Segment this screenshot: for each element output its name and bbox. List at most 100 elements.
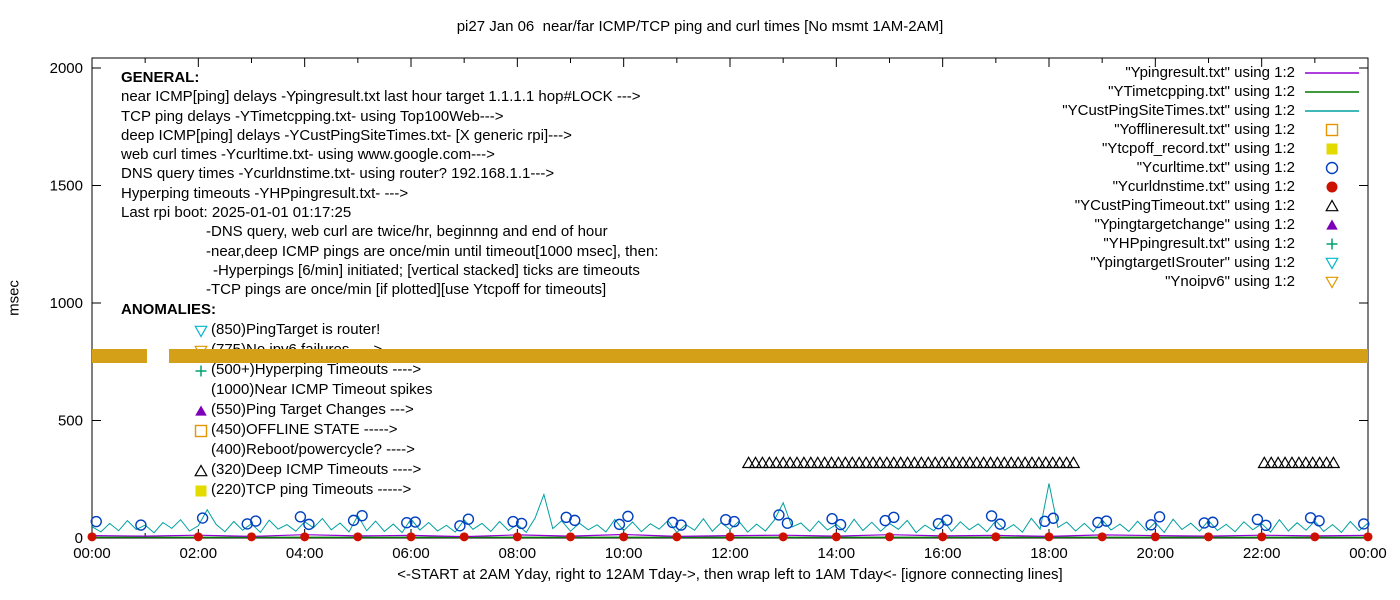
legend-label: "Ynoipv6" using 1:2 — [1165, 273, 1295, 290]
x-tick-label: 00:00 — [73, 545, 111, 562]
legend-line-sample — [1305, 71, 1359, 74]
legend-entry: "Ycurldnstime.txt" using 1:2 — [1062, 177, 1363, 196]
anomaly-row: (850)PingTarget is router! — [193, 320, 432, 340]
series-Ycurldnstime-txt — [87, 532, 1373, 542]
legend-triangle-up-filled-icon — [1326, 219, 1338, 230]
legend-label: "Ytcpoff_record.txt" using 1:2 — [1102, 140, 1295, 157]
legend-line-sample — [1305, 109, 1359, 112]
legend-entry: "Ynoipv6" using 1:2 — [1062, 272, 1363, 291]
general-note-line: Hyperping timeouts -YHPpingresult.txt- -… — [121, 184, 409, 202]
anomaly-triangle-up-open-icon — [194, 464, 208, 477]
general-note-line: -TCP pings are once/min [if plotted][use… — [206, 281, 607, 299]
anomaly-row: (400)Reboot/powercycle? ----> — [193, 440, 432, 460]
anomaly-row: (500+)Hyperping Timeouts ----> — [193, 360, 432, 380]
legend-triangle-down-open-icon — [1325, 276, 1339, 289]
x-tick-label: 02:00 — [180, 545, 218, 562]
general-note-line: -DNS query, web curl are twice/hr, begin… — [206, 223, 608, 241]
legend-entry: "Ycurltime.txt" using 1:2 — [1062, 158, 1363, 177]
legend-label: "Yofflineresult.txt" using 1:2 — [1114, 121, 1295, 138]
general-note-line: DNS query times -Ycurldnstime.txt- using… — [121, 165, 555, 183]
anomaly-text: (450)OFFLINE STATE -----> — [211, 421, 398, 438]
anomaly-text: (550)Ping Target Changes ---> — [211, 401, 414, 418]
anomaly-row: (550)Ping Target Changes ---> — [193, 400, 432, 420]
legend-line-sample — [1305, 90, 1359, 93]
noipv6-band-segment — [169, 348, 1368, 363]
series-YCustPingTimeout-txt — [741, 456, 1341, 469]
legend-label: "YCustPingSiteTimes.txt" using 1:2 — [1062, 102, 1295, 119]
anomaly-marker-spacer — [193, 442, 209, 458]
anomaly-row: (220)TCP ping Timeouts -----> — [193, 480, 432, 500]
y-tick-label: 2000 — [50, 60, 83, 77]
legend-label: "Ypingresult.txt" using 1:2 — [1125, 64, 1295, 81]
anomaly-text: (320)Deep ICMP Timeouts ----> — [211, 461, 422, 478]
anomaly-text: (500+)Hyperping Timeouts ----> — [211, 361, 422, 378]
general-note-line: near ICMP[ping] delays -Ypingresult.txt … — [121, 88, 641, 106]
anomaly-triangle-up-filled-icon — [195, 405, 207, 416]
anomalies-header: ANOMALIES: — [121, 301, 216, 318]
legend-entry: "Yofflineresult.txt" using 1:2 — [1062, 120, 1363, 139]
x-tick-label: 20:00 — [1137, 545, 1175, 562]
legend-plus-icon — [1326, 238, 1338, 249]
legend-square-filled-icon — [1326, 143, 1338, 154]
legend-entry: "YTimetcpping.txt" using 1:2 — [1062, 82, 1363, 101]
x-tick-label: 22:00 — [1243, 545, 1281, 562]
legend-entry: "Ytcpoff_record.txt" using 1:2 — [1062, 139, 1363, 158]
legend-label: "YCustPingTimeout.txt" using 1:2 — [1074, 197, 1295, 214]
x-tick-label: 04:00 — [286, 545, 324, 562]
y-tick-label: 500 — [58, 413, 83, 430]
legend-label: "YHPpingresult.txt" using 1:2 — [1103, 235, 1295, 252]
noipv6-band-segment — [92, 348, 147, 363]
anomaly-row: (320)Deep ICMP Timeouts ----> — [193, 460, 432, 480]
general-note-line: TCP ping delays -YTimetcpping.txt- using… — [121, 107, 504, 125]
anomaly-row: (1000)Near ICMP Timeout spikes — [193, 380, 432, 400]
legend-label: "Ypingtargetchange" using 1:2 — [1094, 216, 1295, 233]
general-note-line: -Hyperpings [6/min] initiated; [vertical… — [213, 261, 640, 279]
legend-triangle-up-open-icon — [1325, 198, 1339, 211]
legend-triangle-down-open-icon — [1325, 257, 1339, 270]
general-note-line: web curl times -Ycurltime.txt- using www… — [121, 146, 495, 164]
y-tick-label: 1000 — [50, 295, 83, 312]
legend-circle-open-icon — [1325, 161, 1339, 174]
anomaly-text: (1000)Near ICMP Timeout spikes — [211, 381, 433, 398]
x-axis-caption: <-START at 2AM Yday, right to 12AM Tday-… — [397, 566, 1063, 583]
anomalies-notes: ANOMALIES: (850)PingTarget is router!(77… — [121, 300, 432, 500]
general-note-line: Last rpi boot: 2025-01-01 01:17:25 — [121, 204, 352, 222]
series-Ycurltime-txt — [90, 509, 1370, 532]
legend-label: "Ycurltime.txt" using 1:2 — [1136, 159, 1295, 176]
general-header: GENERAL: — [121, 69, 200, 86]
anomaly-text: (220)TCP ping Timeouts -----> — [211, 481, 412, 498]
general-notes: GENERAL: near ICMP[ping] delays -Ypingre… — [121, 68, 658, 300]
anomaly-text: (850)PingTarget is router! — [211, 321, 381, 338]
general-note-line: deep ICMP[ping] delays -YCustPingSiteTim… — [121, 126, 572, 144]
legend-entry: "YpingtargetISrouter" using 1:2 — [1062, 253, 1363, 272]
x-tick-label: 00:00 — [1349, 545, 1387, 562]
anomaly-row: (450)OFFLINE STATE -----> — [193, 420, 432, 440]
legend-label: "YpingtargetISrouter" using 1:2 — [1090, 254, 1295, 271]
anomaly-plus-icon — [195, 365, 207, 377]
legend: "Ypingresult.txt" using 1:2 "YTimetcpping… — [1062, 63, 1363, 291]
x-tick-label: 18:00 — [1030, 545, 1068, 562]
x-tick-label: 08:00 — [499, 545, 537, 562]
anomaly-marker-spacer — [193, 382, 209, 398]
x-tick-label: 10:00 — [605, 545, 643, 562]
legend-circle-filled-icon — [1326, 181, 1338, 192]
general-note-line: -near,deep ICMP pings are once/min until… — [206, 242, 659, 260]
y-tick-label: 1500 — [50, 178, 83, 195]
x-tick-label: 12:00 — [711, 545, 749, 562]
x-tick-label: 06:00 — [392, 545, 430, 562]
anomaly-square-open-icon — [194, 424, 208, 438]
chart-title: pi27 Jan 06 near/far ICMP/TCP ping and c… — [456, 18, 944, 35]
anomaly-triangle-down-open-icon — [194, 325, 208, 338]
legend-label: "YTimetcpping.txt" using 1:2 — [1108, 83, 1295, 100]
legend-square-open-icon — [1325, 123, 1339, 136]
y-tick-label: 0 — [75, 530, 83, 547]
legend-entry: "YCustPingTimeout.txt" using 1:2 — [1062, 196, 1363, 215]
anomaly-text: (400)Reboot/powercycle? ----> — [211, 441, 415, 458]
anomaly-square-filled-icon — [195, 485, 207, 497]
legend-entry: "YHPpingresult.txt" using 1:2 — [1062, 234, 1363, 253]
legend-entry: "Ypingtargetchange" using 1:2 — [1062, 215, 1363, 234]
x-tick-label: 16:00 — [924, 545, 962, 562]
x-tick-label: 14:00 — [818, 545, 856, 562]
